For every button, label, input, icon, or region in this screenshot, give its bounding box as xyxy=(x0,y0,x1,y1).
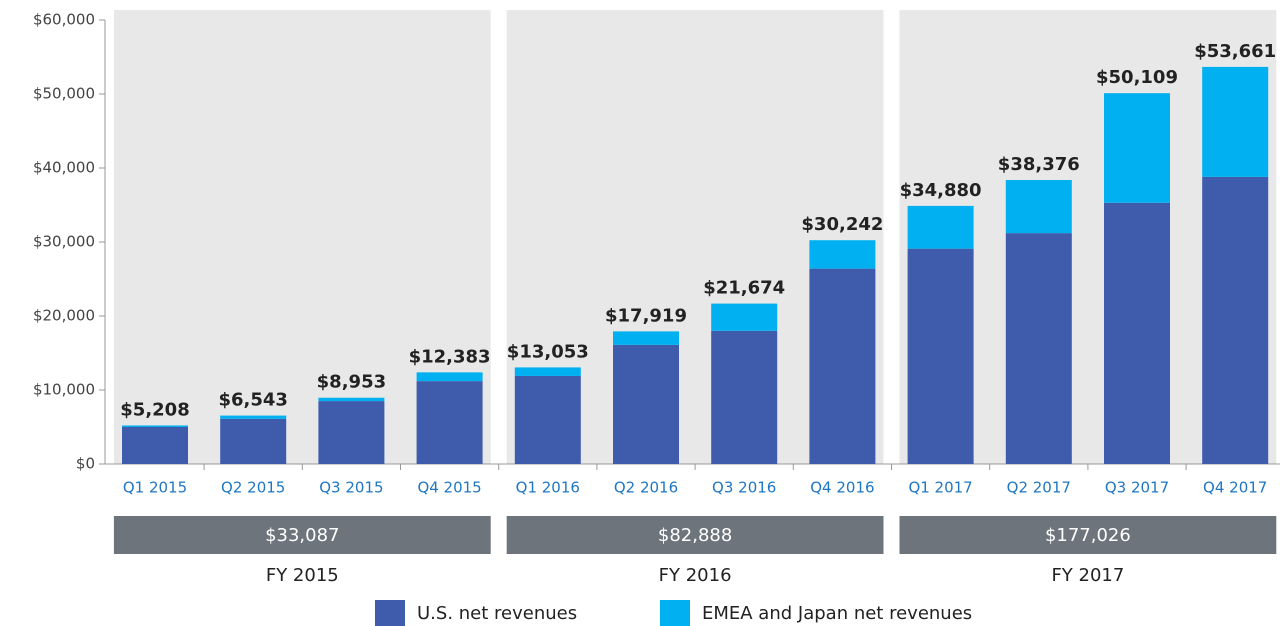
bar-segment xyxy=(416,372,483,382)
bar-segment xyxy=(122,427,188,464)
bar-segment xyxy=(613,331,679,345)
y-tick-label: $40,000 xyxy=(33,159,95,177)
y-tick-label: $60,000 xyxy=(33,11,95,29)
group-total-box xyxy=(506,516,884,554)
bar-segment xyxy=(514,375,581,464)
x-tick-label: Q3 2015 xyxy=(319,479,383,497)
bar-segment xyxy=(1104,93,1170,203)
group-total-box xyxy=(113,516,491,554)
y-tick-label: $20,000 xyxy=(33,307,95,325)
group-total-label: $33,087 xyxy=(265,525,339,546)
bar-segment xyxy=(220,415,287,419)
bar-segment xyxy=(907,248,974,464)
total-label: $12,383 xyxy=(409,346,491,367)
bar-segment xyxy=(318,401,385,464)
bar-segment xyxy=(1005,233,1072,464)
x-tick-label: Q1 2016 xyxy=(516,479,580,497)
total-label: $6,543 xyxy=(218,390,287,411)
bar-segment xyxy=(416,381,483,464)
x-tick-label: Q1 2015 xyxy=(123,479,187,497)
bar-segment xyxy=(613,344,679,464)
group-name: FY 2016 xyxy=(659,565,732,586)
group-name: FY 2015 xyxy=(266,565,339,586)
bar-segment xyxy=(809,268,876,464)
total-label: $5,208 xyxy=(120,399,189,420)
y-tick-label: $0 xyxy=(76,455,95,473)
bar-segment xyxy=(1005,180,1072,234)
bar-segment xyxy=(711,303,778,331)
x-tick-label: Q4 2017 xyxy=(1203,479,1267,497)
y-tick-label: $30,000 xyxy=(33,233,95,251)
bar-segment xyxy=(1202,176,1269,464)
y-tick-label: $50,000 xyxy=(33,85,95,103)
bar-segment xyxy=(907,205,974,249)
x-tick-label: Q3 2016 xyxy=(712,479,776,497)
total-label: $34,880 xyxy=(900,180,982,201)
group-total-label: $177,026 xyxy=(1045,525,1131,546)
total-label: $17,919 xyxy=(605,305,687,326)
total-label: $21,674 xyxy=(703,278,785,299)
total-label: $50,109 xyxy=(1096,67,1178,88)
x-tick-label: Q1 2017 xyxy=(908,479,972,497)
group-total-box xyxy=(899,516,1277,554)
legend-swatch xyxy=(660,600,690,626)
bar-segment xyxy=(711,330,778,464)
legend-label: U.S. net revenues xyxy=(417,603,577,624)
total-label: $53,661 xyxy=(1194,41,1276,62)
bar-segment xyxy=(514,367,581,376)
bar-segment xyxy=(122,425,188,427)
x-tick-label: Q2 2016 xyxy=(614,479,678,497)
group-total-label: $82,888 xyxy=(658,525,732,546)
total-label: $8,953 xyxy=(317,372,386,393)
legend-label: EMEA and Japan net revenues xyxy=(702,603,972,624)
bar-segment xyxy=(220,418,287,464)
total-label: $13,053 xyxy=(507,341,589,362)
x-tick-label: Q2 2017 xyxy=(1007,479,1071,497)
x-tick-label: Q4 2015 xyxy=(417,479,481,497)
total-label: $38,376 xyxy=(998,154,1080,175)
group-name: FY 2017 xyxy=(1051,565,1124,586)
x-tick-label: Q3 2017 xyxy=(1105,479,1169,497)
bar-segment xyxy=(809,240,876,269)
bar-segment xyxy=(1202,66,1269,177)
total-label: $30,242 xyxy=(801,214,883,235)
x-tick-label: Q2 2015 xyxy=(221,479,285,497)
x-tick-label: Q4 2016 xyxy=(810,479,874,497)
bar-segment xyxy=(318,397,385,402)
y-tick-label: $10,000 xyxy=(33,381,95,399)
bar-segment xyxy=(1104,202,1170,464)
legend-swatch xyxy=(375,600,405,626)
